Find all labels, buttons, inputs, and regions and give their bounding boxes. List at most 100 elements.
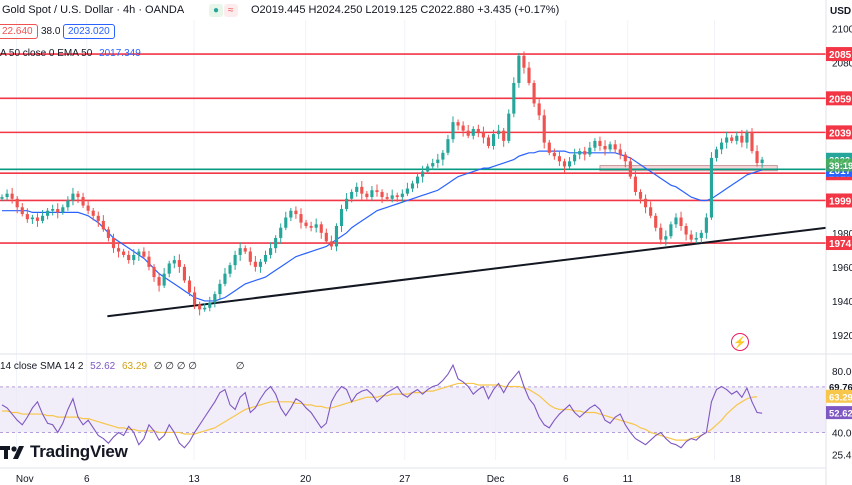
candle [96,211,100,227]
consolidation-zone [599,165,778,172]
candle [527,61,531,86]
candle [669,221,673,239]
bolt-icon[interactable]: ⚡ [731,333,749,351]
candle-body [537,103,541,116]
candle-body [486,137,491,146]
candle [400,189,404,204]
market-status-icon[interactable]: ● [209,4,224,17]
candle-body [395,195,399,198]
zone-rect[interactable] [599,165,778,172]
candle [228,262,232,278]
candle [30,214,34,224]
delay-icon[interactable]: ≈ [224,4,238,17]
rsi-tick-label: 25.43 [832,451,852,462]
price-tick-label: 1940 [832,297,852,308]
candle [476,124,480,138]
candle [608,141,612,152]
trendline[interactable] [107,226,827,318]
ema-legend[interactable]: A 50 close 0 EMA 50 2017.349 [0,48,141,59]
candle-body [471,128,475,136]
candle-body [709,157,714,218]
candle-body [725,137,729,143]
candle-body [674,217,678,225]
time-tick-label: Nov [16,474,34,485]
candle [172,255,176,269]
candle [81,192,85,208]
level-badge-1974 [826,236,852,251]
level-badge-text: 1999 [829,196,852,207]
grid-lines [0,20,852,460]
candle [15,196,19,214]
rsi-legend[interactable]: 14 close SMA 14 2 52.62 63.29 ∅ ∅ ∅ ∅ ∅ [0,361,245,372]
candle [319,221,323,239]
candle-body [182,266,187,281]
candle [223,267,227,287]
candle [304,219,308,229]
candle [451,116,455,143]
rsi-badge-text: 63.29 [829,392,852,403]
candle-body [228,265,232,274]
candle-body [81,197,85,206]
candle [395,192,399,202]
candle-body [562,161,567,167]
candle [198,301,202,316]
candle [679,211,683,231]
candle-body [147,256,151,267]
price-tick-label: 2100 [832,25,852,36]
candle-body [547,142,551,153]
candle [274,235,278,253]
candle [177,254,181,273]
candle [253,255,257,272]
bid-price[interactable]: 22.640 [0,24,38,39]
candle-body [446,139,450,153]
candle-body [456,122,460,126]
candle-body [654,215,658,228]
candle-body [512,82,516,114]
price-tick-label: 1980 [832,229,852,240]
level-badge-text: 1974 [829,239,852,250]
time-axis: Nov 6 13 20 27 Dec 6 11 18 [0,467,826,485]
candle-body [355,186,359,192]
price-tick-label: 1920 [832,331,852,342]
candle-body [345,198,349,209]
candle-body [263,254,268,262]
candle [491,129,496,150]
symbol-label: Gold Spot / U.S. Dollar · 4h · OANDA [2,4,185,16]
candle [76,190,80,204]
candle [740,129,744,148]
candle-body [96,215,100,221]
candle [51,204,55,216]
candle-body [329,241,333,247]
candle-body [350,191,354,199]
candle [152,264,156,282]
candles [0,51,764,316]
symbol-title[interactable]: Gold Spot / U.S. Dollar · 4h · OANDA [2,4,184,16]
candle [299,208,303,229]
candle [441,150,445,166]
tradingview-logo[interactable]: TradingView [0,441,128,463]
candle-body [258,261,263,267]
candle [714,146,719,162]
candle [755,145,759,167]
ask-price[interactable]: 2023.020 [63,24,115,39]
ema-50-line [2,150,763,302]
candle [380,189,384,204]
time-tick-label: 6 [84,474,90,485]
level-badge-text: 2059 [829,94,852,105]
candle-body [157,277,161,286]
candle-body [40,215,45,221]
candle-body [269,248,273,255]
candle-body [593,140,597,148]
candle [471,126,475,140]
candle [410,180,415,193]
trendline-segment[interactable] [107,226,827,318]
candle [547,139,551,156]
candle-body [649,207,653,216]
ohlc-readout: O2019.445 H2024.250 L2019.125 C2022.880 … [251,4,560,16]
candle-body [284,217,288,228]
price-badge-text: 39:19 [829,161,852,172]
candle-body [370,190,374,198]
candle-body [152,266,156,278]
candle [360,181,364,200]
